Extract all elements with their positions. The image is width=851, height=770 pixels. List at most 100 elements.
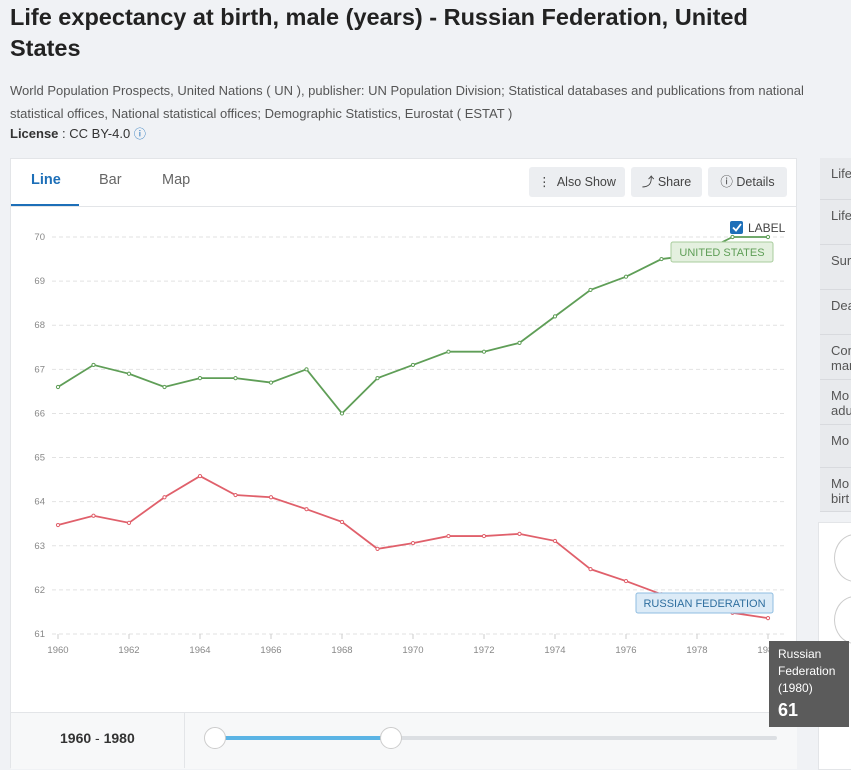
tab[interactable]: Map	[162, 172, 191, 188]
sidebar-item[interactable]: Dea	[820, 290, 851, 335]
x-tick-label: 1962	[118, 645, 139, 656]
sidebar-item[interactable]: Mo	[820, 425, 851, 468]
x-tick-label: 1974	[544, 645, 565, 656]
chart-card	[10, 158, 797, 768]
sidebar-text: Dea	[831, 298, 851, 313]
y-tick-label: 63	[34, 541, 45, 552]
x-tick-label: 1980	[757, 645, 778, 656]
data-point	[446, 533, 451, 539]
slider-handle[interactable]	[380, 727, 402, 749]
data-point	[339, 411, 345, 416]
x-tick-label: 1972	[473, 645, 494, 656]
x-tick-label: 1968	[331, 645, 352, 656]
data-point	[304, 507, 309, 512]
also-show-button[interactable]: ⋮ Also Show	[529, 167, 625, 197]
y-tick-label: 70	[34, 232, 45, 243]
legend-label: UNITED STATES	[679, 247, 764, 259]
button-label: Details	[736, 175, 775, 189]
data-point	[765, 616, 771, 621]
data-point	[623, 274, 629, 279]
slider-range	[215, 736, 391, 740]
source: World Population Prospects, United Natio…	[10, 83, 804, 121]
data-point	[268, 380, 274, 385]
data-point	[588, 287, 593, 293]
license-text: : CC BY-4.0	[62, 126, 131, 141]
data-point	[126, 371, 132, 376]
sidebar-text: Con	[831, 343, 851, 358]
data-point	[197, 473, 203, 479]
sidebar-text: Life	[831, 166, 851, 181]
data-point	[197, 376, 203, 381]
data-point	[339, 519, 345, 525]
data-point	[162, 495, 167, 500]
tooltip-name: Russian Federation	[778, 647, 836, 678]
checkbox[interactable]	[730, 221, 743, 234]
legend-box	[670, 241, 774, 263]
data-point	[588, 567, 593, 572]
tab[interactable]: Bar	[99, 172, 122, 188]
sidebar-item[interactable]: Conmar	[820, 335, 851, 380]
legend-box	[635, 592, 774, 614]
data-point	[730, 234, 735, 240]
range-start: 1960	[60, 730, 92, 746]
slider-track	[215, 736, 777, 740]
x-tick-label: 1970	[402, 645, 423, 656]
range-end: 1980	[103, 730, 135, 746]
data-point	[55, 384, 61, 390]
data-point	[517, 340, 522, 345]
x-tick-label: 1960	[47, 645, 68, 656]
sidebar-item[interactable]: Sur	[820, 245, 851, 290]
data-point	[304, 367, 309, 372]
info-icon[interactable]: ⓘ	[133, 127, 146, 141]
tab-indicator	[11, 204, 79, 206]
data-point	[126, 520, 132, 525]
data-point	[91, 362, 96, 368]
data-point	[410, 362, 416, 368]
sidebar-text: birt	[831, 491, 850, 506]
data-point	[659, 256, 664, 262]
sidebar-text: Life	[831, 208, 851, 223]
data-point	[765, 234, 771, 240]
data-point	[233, 492, 238, 498]
slider-handle[interactable]	[204, 727, 226, 749]
data-point	[410, 541, 416, 546]
sidebar-item[interactable]: Mo birt	[820, 468, 851, 512]
sidebar-item[interactable]: Life	[820, 200, 851, 245]
sidebar-item[interactable]: Mo adu	[820, 380, 851, 425]
x-tick-label: 1976	[615, 645, 636, 656]
range-label: 1960 - 1980	[60, 730, 135, 746]
details-button[interactable]: ⓘ Details	[708, 167, 787, 197]
sidebar-item[interactable]: Life	[820, 158, 851, 200]
button-label: Share	[657, 175, 692, 189]
data-point	[375, 376, 380, 381]
share-button[interactable]: ⤴ Share	[631, 167, 702, 197]
data-point	[55, 522, 61, 528]
x-tick-label: 1978	[686, 645, 707, 656]
x-tick-label: 1966	[260, 645, 281, 656]
y-tick-label: 67	[34, 364, 45, 375]
tooltip-value: 61	[778, 700, 799, 720]
tab-divider	[11, 206, 797, 207]
range-separator: -	[95, 730, 100, 746]
y-tick-label: 62	[34, 585, 45, 596]
tooltip-year: (1980)	[778, 681, 813, 695]
sidebar-text: mar	[831, 358, 851, 373]
sidebar-text: Mo	[831, 433, 850, 448]
y-tick-label: 64	[34, 497, 45, 508]
data-point	[481, 349, 487, 354]
tooltip: Russian Federation (1980) 61	[769, 641, 849, 727]
y-tick-label: 68	[34, 320, 45, 331]
data-point	[375, 546, 380, 551]
sidebar-text: Mo	[831, 476, 850, 491]
tab[interactable]: Line	[31, 172, 61, 188]
data-point	[162, 384, 167, 390]
data-point	[268, 495, 274, 500]
page-title: Life expectancy at birth, male (years) -…	[10, 4, 748, 61]
label-toggle: LABEL	[748, 221, 786, 235]
sidebar-text: adu	[831, 403, 851, 418]
data-point	[233, 376, 238, 381]
sidebar-text: Sur	[831, 253, 851, 268]
data-point	[552, 538, 558, 544]
